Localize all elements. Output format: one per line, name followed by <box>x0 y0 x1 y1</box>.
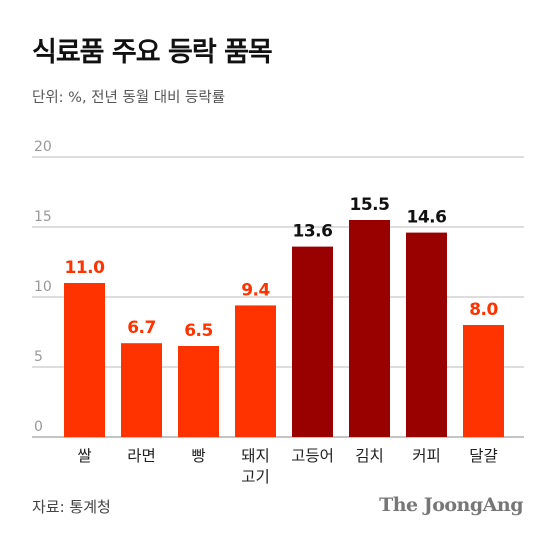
bar <box>121 343 162 437</box>
x-tick-label: 달걀 <box>469 447 498 465</box>
y-tick-label: 5 <box>34 349 43 365</box>
bar <box>235 305 276 437</box>
data-label: 14.6 <box>407 208 447 228</box>
data-label: 8.0 <box>469 300 498 320</box>
x-tick-label: 라면 <box>127 447 156 465</box>
data-label: 11.0 <box>65 258 106 278</box>
chart-title: 식료품 주요 등락 품목 <box>32 37 273 68</box>
x-tick-label-line: 달걀 <box>469 447 498 465</box>
bar <box>64 283 105 437</box>
x-tick-label-line: 돼지 <box>241 447 270 465</box>
bar <box>178 346 219 437</box>
bar <box>406 232 447 437</box>
x-tick-label: 쌀 <box>77 447 91 465</box>
y-tick-label: 20 <box>34 139 52 155</box>
data-label: 13.6 <box>293 222 333 242</box>
y-tick-label: 10 <box>34 279 52 295</box>
x-tick-label-line: 고등어 <box>291 447 334 465</box>
data-label: 6.5 <box>184 321 213 341</box>
source-note: 자료: 통계청 <box>32 498 111 516</box>
x-tick-label: 빵 <box>191 447 205 465</box>
unit-note: 단위: %, 전년 동월 대비 등락률 <box>32 90 226 106</box>
brand-logo: The JoongAng <box>379 494 523 516</box>
x-tick-label: 김치 <box>355 447 384 465</box>
bar <box>463 325 504 437</box>
data-label: 9.4 <box>241 280 270 300</box>
data-label: 6.7 <box>127 318 156 338</box>
data-label: 15.5 <box>350 195 390 215</box>
x-tick-label-line: 쌀 <box>77 447 91 465</box>
x-tick-label: 고등어 <box>291 447 334 465</box>
x-tick-label-line: 김치 <box>355 447 384 465</box>
x-tick-label-line: 빵 <box>191 447 205 465</box>
y-tick-label: 15 <box>34 209 52 225</box>
x-tick-label-line: 고기 <box>241 468 270 486</box>
x-tick-label: 커피 <box>412 447 441 465</box>
bar <box>349 220 390 437</box>
x-tick-label-line: 커피 <box>412 447 441 465</box>
bar <box>292 246 333 437</box>
y-tick-label: 0 <box>34 419 43 435</box>
x-tick-label-line: 라면 <box>127 447 156 465</box>
